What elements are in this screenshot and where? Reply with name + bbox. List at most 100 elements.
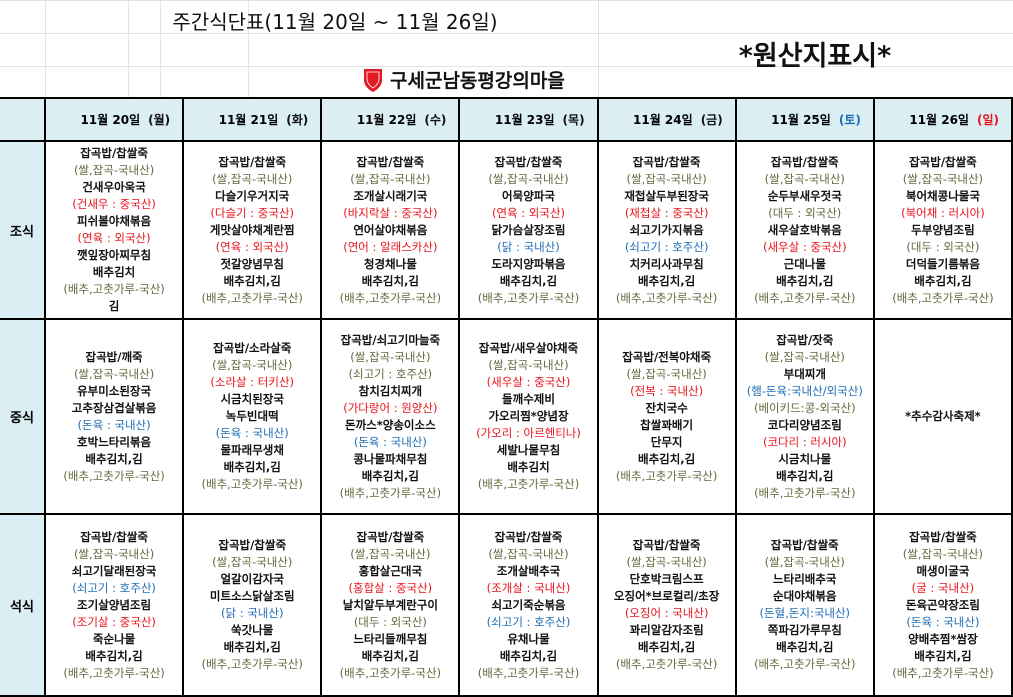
origin-info: (연육 : 외국산) [215,239,289,254]
day-header: 11월 20일 (월) [43,97,185,142]
menu-item: 피쉬볼야채볶음 [77,214,152,228]
menu-cell: 잡곡밥/새우살야채죽 (쌀,잡곡-국내산) (새우살 : 중국산) 들깨수제비 가오리찜… [458,318,599,515]
origin-info: (배추,고춧가루-국산) [339,665,442,680]
menu-item: 배추김치,김 [223,273,281,288]
origin-info: (쌀,잡곡-국내산) [626,366,707,381]
origin-info: (배추,고춧가루-국산) [754,485,856,500]
menu-item: 홍합살근대국 [358,563,423,578]
menu-item: 호박느타리볶음 [77,434,152,449]
menu-item: 재첩살두부된장국 [624,188,709,203]
origin-info: (쌀,잡곡-국내산) [488,546,569,561]
origin-info: (배추,고춧가루-국산) [63,665,165,680]
menu-item: 콩나물파채무침 [353,451,428,466]
weekly-menu-table: 11월 20일 (월) 11월 21일 (화) 11월 22일 (수) 11월 23일 (목)… [0,97,1013,697]
origin-info: (쌀,잡곡-국내산) [212,358,293,372]
day-header: 11월 23일 (목) [458,97,599,142]
meal-label: 석식 [0,513,46,697]
menu-item: 연어살야채볶음 [353,222,428,237]
menu-item: 유채나물 [507,631,550,646]
menu-item: 잡곡밥/찹쌀죽 [494,154,563,169]
day-header: 11월 21일 (화) [182,97,323,142]
corner-cell [0,97,46,142]
meal-row: 조식 잡곡밥/찹쌀죽 (쌀,잡곡-국내산) 건새우아욱국 (건새우 : 중국산) 피쉬볼야… [0,140,1013,320]
meal-label: 중식 [0,318,46,515]
menu-item: 시금치된장국 [220,392,284,406]
meal-label: 조식 [0,140,46,320]
menu-item: 잔치국수 [645,400,688,415]
menu-item: 양배추찜*쌈장 [908,631,978,646]
origin-info: (쌀,잡곡-국내산) [212,555,293,569]
menu-cell: 잡곡밥/찹쌀죽 (쌀,잡곡-국내산) 매생이굴국 (굴 : 국내산) 돈육곤약장조림 (돈… [872,513,1013,697]
menu-item: 배추김치,김 [361,273,419,288]
origin-info: (대두 : 외국산) [353,614,427,629]
menu-item: 배추김치,김 [914,273,972,288]
origin-info: (배추,고춧가루-국산) [615,290,718,305]
menu-item: 날치알두부계란구이 [342,597,438,612]
day-date: 11월 26일 [909,113,969,127]
menu-item: 잡곡밥/찹쌀죽 [632,154,701,169]
menu-item: 배추김치,김 [637,640,696,654]
origin-info: (배추,고춧가루-국산) [754,657,856,671]
menu-item: 돈까스*양송이소스 [345,417,436,432]
menu-item: 잡곡밥/찹쌀죽 [909,154,977,169]
menu-item: 쪽파김가루무침 [767,623,842,637]
origin-info: (쇠고기 : 호주산) [624,239,709,254]
menu-item: 배추김치,김 [499,648,558,663]
meal-row: 석식 잡곡밥/찹쌀죽 (쌀,잡곡-국내산) 쇠고기달래된장국 (쇠고기 : 호주산) 조기… [0,513,1013,697]
menu-item: 조개살배추국 [496,563,561,578]
origin-info: (건새우 : 중국산) [72,197,156,211]
origin-info: (햄-돈육:국내산/외국산) [746,383,863,398]
menu-item: 젓갈양념무침 [220,256,284,271]
menu-item: 다슬기우거지국 [215,188,290,203]
menu-item: 잡곡밥/찹쌀죽 [356,154,425,169]
menu-cell: 잡곡밥/깨죽 (쌀,잡곡-국내산) 유부미소된장국 고추장삼겹살볶음 (돈육 : 국내산… [43,318,185,515]
menu-item: 쇠고기가지볶음 [629,222,704,237]
menu-item: 닭가슴살장조림 [491,222,566,237]
origin-info: (가다랑어 : 원양산) [343,400,438,415]
origin-info: (북어채 : 러시아) [901,205,985,220]
origin-info: (코다리 : 러시아) [762,434,847,449]
origin-info: (돈육 : 국내산) [906,614,980,629]
origin-info: (쌀,잡곡-국내산) [73,366,155,381]
origin-info: (배추,고춧가루-국산) [201,290,303,305]
menu-item: 잡곡밥/찹쌀죽 [218,154,287,169]
menu-item: 시금치나물 [778,451,832,466]
menu-item: 배추김치,김 [223,640,281,654]
menu-item: 얼갈이감자국 [220,572,284,586]
menu-cell: 잡곡밥/잣죽 (쌀,잡곡-국내산) 부대찌개 (햄-돈육:국내산/외국산) (베이키드:… [734,318,875,515]
origin-info: (전복 : 국내산) [630,383,704,398]
menu-item: 오징어*브로컬리/초장 [613,589,720,603]
menu-item: 배추김치,김 [85,451,143,466]
menu-item: 단무지 [650,434,683,449]
origin-info: (배추,고춧가루-국산) [892,290,994,305]
menu-item: 느타리들깨무침 [353,631,428,646]
menu-item: 잡곡밥/찹쌀죽 [770,154,839,169]
menu-item: 새우살호박볶음 [767,222,842,237]
menu-item: 코다리양념조림 [767,417,842,432]
origin-info: (굴 : 국내산) [911,580,975,595]
menu-item: 잡곡밥/찹쌀죽 [770,538,839,552]
origin-info: (쌀,잡곡-국내산) [73,546,155,561]
origin-info: (배추,고춧가루-국산) [615,657,718,671]
origin-info: (쌀,잡곡-국내산) [626,555,707,569]
origin-info: (쌀,잡곡-국내산) [764,349,845,364]
day-header: 11월 26일 (일) [872,97,1013,142]
menu-cell: 잡곡밥/전복야채죽 (쌀,잡곡-국내산) (전복 : 국내산) 잔치국수 찹쌀꽈배기 단무… [596,318,737,515]
menu-item: 매생이굴국 [916,563,970,578]
menu-item: 배추김치,김 [776,273,834,288]
origin-info: (소라살 : 터키산) [210,375,295,389]
day-weekday: (일) [976,113,999,127]
origin-info: (쌀,잡곡-국내산) [626,171,707,186]
menu-item: 들깨수제비 [502,392,555,406]
origin-info: (새우살 : 중국산) [762,239,847,254]
origin-info: (돈육 : 국내산) [77,417,151,432]
menu-item: 쇠고기달래된장국 [71,563,157,578]
menu-item: 잡곡밥/찹쌀죽 [356,529,425,544]
origin-info: (쌀,잡곡-국내산) [350,171,431,186]
menu-item: 잡곡밥/깨죽 [85,349,143,364]
menu-item: 죽순나물 [92,631,136,646]
organization: 구세군남동평강의마을 [362,66,565,93]
salvation-army-shield-icon [364,68,382,92]
origin-info: (쇠고기 : 호주산) [348,366,433,381]
menu-item: 쑥갓나물 [231,623,274,637]
